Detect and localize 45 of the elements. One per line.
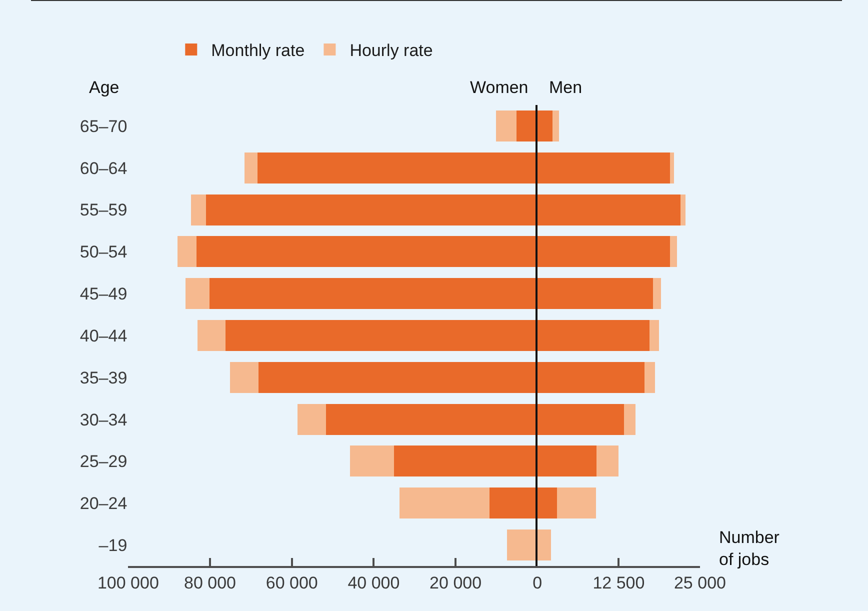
chart-title: Men	[549, 78, 582, 97]
x-tick-label: 60 000	[266, 573, 318, 592]
y-tick-label: 35–39	[80, 368, 128, 388]
y-axis-title: Age	[89, 78, 120, 97]
x-tick-label: 80 000	[184, 573, 236, 592]
legend-label: Hourly rate	[350, 41, 433, 60]
y-tick-label: 40–44	[80, 326, 128, 346]
bar	[178, 236, 197, 268]
bar	[244, 152, 258, 184]
bar	[197, 320, 226, 352]
x-axis-title: Number of jobs	[719, 528, 780, 570]
y-tick-label: 25–29	[80, 452, 128, 472]
bar	[649, 320, 660, 352]
bar	[556, 488, 596, 519]
y-tick-label: 60–64	[80, 158, 128, 178]
x-tick-label: 40 000	[348, 573, 400, 592]
y-tick-label: –19	[98, 536, 128, 555]
x-tick-label: 12 500	[592, 573, 645, 592]
y-tick-label: 45–49	[80, 284, 128, 304]
y-tick-label: 20–24	[80, 494, 128, 514]
legend-label: Monthly rate	[211, 41, 305, 60]
bar	[680, 194, 686, 226]
bar	[399, 488, 490, 519]
bar	[552, 110, 559, 142]
y-tick-label: 55–59	[80, 200, 128, 220]
x-tick-label: 100 000	[97, 573, 159, 592]
bar	[653, 278, 661, 310]
bar	[670, 236, 678, 268]
bar	[496, 110, 517, 142]
bar	[190, 194, 206, 226]
x-tick-label: 25 000	[674, 573, 726, 592]
bar	[670, 152, 674, 184]
bar	[185, 278, 210, 310]
bar	[230, 362, 258, 393]
chart-title: Women	[470, 78, 528, 97]
y-tick-label: 30–34	[80, 410, 128, 430]
bar	[596, 446, 619, 477]
bar	[644, 362, 656, 393]
x-tick-label: 20 000	[430, 573, 482, 592]
bar	[298, 404, 326, 435]
y-tick-label: 65–70	[80, 116, 128, 136]
y-tick-label: 50–54	[80, 242, 128, 262]
x-tick-label: 0	[532, 573, 542, 592]
bar	[624, 404, 636, 435]
bar	[350, 446, 394, 477]
